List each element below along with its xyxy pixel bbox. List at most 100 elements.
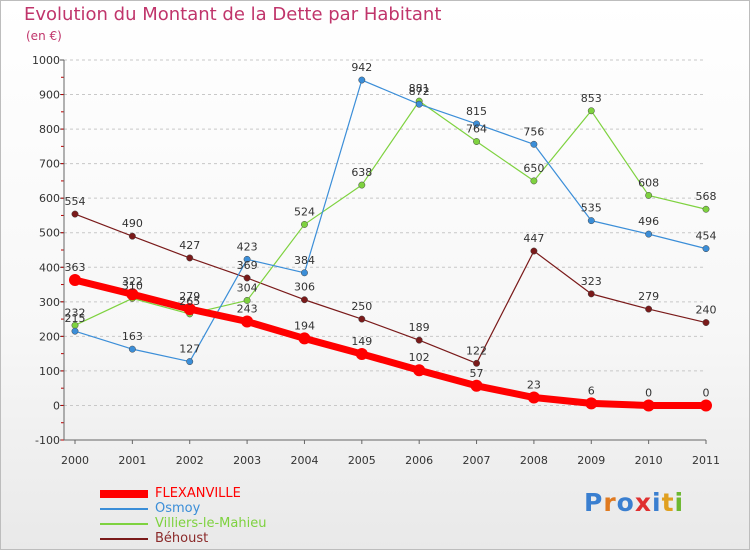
logo-letter: x bbox=[634, 488, 652, 517]
data-point bbox=[243, 296, 251, 304]
data-point bbox=[128, 345, 136, 353]
data-label: 638 bbox=[351, 166, 372, 179]
data-label: 310 bbox=[122, 279, 143, 292]
data-point bbox=[587, 290, 595, 298]
data-label: 872 bbox=[409, 85, 430, 98]
data-label: 524 bbox=[294, 205, 315, 218]
data-point bbox=[645, 191, 653, 199]
data-point bbox=[186, 358, 194, 366]
logo-letter: o bbox=[616, 488, 635, 517]
data-point bbox=[298, 332, 311, 345]
data-label: 423 bbox=[237, 240, 258, 253]
x-tick-label: 2005 bbox=[348, 454, 376, 467]
data-label: 189 bbox=[409, 321, 430, 334]
data-label: 815 bbox=[466, 105, 487, 118]
x-tick-label: 2001 bbox=[118, 454, 146, 467]
data-point bbox=[470, 379, 483, 392]
legend-label: Villiers-le-Mahieu bbox=[155, 516, 267, 531]
data-point bbox=[186, 254, 194, 262]
data-label: 535 bbox=[581, 202, 602, 215]
data-point bbox=[301, 296, 308, 304]
data-point bbox=[358, 76, 366, 84]
data-label: 427 bbox=[179, 239, 200, 252]
data-point bbox=[702, 245, 710, 253]
legend-label: FLEXANVILLE bbox=[155, 486, 241, 501]
data-point bbox=[243, 255, 251, 263]
data-point bbox=[473, 138, 480, 145]
data-label: 304 bbox=[237, 281, 258, 294]
data-point bbox=[243, 274, 251, 282]
data-point bbox=[645, 305, 653, 313]
data-point bbox=[415, 336, 423, 344]
data-point bbox=[530, 247, 538, 255]
data-point bbox=[71, 210, 79, 218]
data-label: 57 bbox=[470, 367, 484, 380]
legend-label: Osmoy bbox=[155, 501, 201, 516]
data-point bbox=[587, 217, 595, 225]
data-point bbox=[587, 107, 595, 115]
data-label: 554 bbox=[65, 195, 86, 208]
y-tick-label: -100 bbox=[35, 434, 60, 447]
chart-title: Evolution du Montant de la Dette par Hab… bbox=[24, 4, 442, 25]
y-tick-label: 1000 bbox=[32, 54, 60, 67]
series-line-2 bbox=[74, 100, 707, 326]
data-label: 853 bbox=[581, 92, 602, 105]
data-label: 122 bbox=[466, 344, 487, 357]
data-label: 322 bbox=[122, 275, 143, 288]
y-tick-label: 900 bbox=[39, 89, 60, 102]
data-point bbox=[702, 319, 710, 326]
series-line-3 bbox=[74, 213, 707, 364]
data-label: 881 bbox=[409, 82, 430, 95]
data-label: 250 bbox=[351, 300, 372, 313]
x-tick-label: 2006 bbox=[405, 454, 433, 467]
data-label: 149 bbox=[351, 335, 372, 348]
data-label: 279 bbox=[638, 290, 659, 303]
data-point bbox=[530, 177, 538, 185]
data-label: 490 bbox=[122, 217, 143, 230]
y-tick-label: 400 bbox=[39, 261, 60, 274]
data-point bbox=[415, 100, 423, 108]
proxiti-logo: Proxiti bbox=[584, 488, 684, 517]
data-label: 764 bbox=[466, 123, 487, 136]
logo-letter: t bbox=[661, 488, 675, 517]
y-tick-label: 100 bbox=[39, 365, 60, 378]
data-point bbox=[183, 303, 196, 316]
x-tick-label: 2003 bbox=[233, 454, 261, 467]
data-point bbox=[358, 315, 366, 323]
data-label: 608 bbox=[638, 176, 659, 189]
data-point bbox=[128, 232, 136, 240]
legend-swatch bbox=[100, 523, 148, 525]
data-point bbox=[645, 230, 653, 238]
data-label: 756 bbox=[523, 125, 544, 138]
data-label: 0 bbox=[645, 386, 652, 399]
data-point bbox=[642, 399, 655, 412]
data-label: 243 bbox=[237, 303, 258, 316]
y-tick-label: 600 bbox=[39, 192, 60, 205]
data-label: 454 bbox=[696, 230, 717, 243]
y-tick-label: 300 bbox=[39, 296, 60, 309]
data-point bbox=[527, 391, 540, 404]
data-point bbox=[473, 120, 480, 128]
data-label: 496 bbox=[638, 215, 659, 228]
data-point bbox=[69, 274, 81, 287]
data-point bbox=[126, 288, 139, 301]
x-tick-label: 2008 bbox=[520, 454, 548, 467]
data-label: 363 bbox=[65, 261, 86, 274]
legend-swatch bbox=[100, 538, 148, 540]
data-point bbox=[585, 397, 598, 410]
legend-label: Béhoust bbox=[155, 531, 209, 546]
data-point bbox=[530, 140, 538, 148]
data-point bbox=[241, 315, 254, 328]
data-point bbox=[413, 364, 426, 377]
logo-letter: i bbox=[652, 488, 662, 517]
y-tick-label: 800 bbox=[39, 123, 60, 136]
legend-swatch bbox=[100, 490, 148, 498]
data-point bbox=[358, 181, 366, 189]
data-label: 23 bbox=[527, 379, 541, 392]
logo-letter: i bbox=[674, 488, 685, 517]
y-tick-label: 700 bbox=[39, 158, 60, 171]
data-label: 127 bbox=[179, 343, 200, 356]
data-label: 102 bbox=[409, 351, 430, 364]
legend-swatch bbox=[100, 508, 148, 510]
